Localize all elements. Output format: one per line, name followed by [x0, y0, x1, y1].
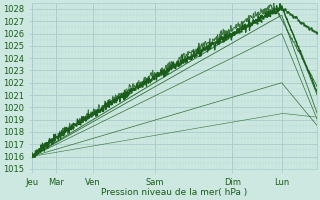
X-axis label: Pression niveau de la mer( hPa ): Pression niveau de la mer( hPa ) — [101, 188, 247, 197]
